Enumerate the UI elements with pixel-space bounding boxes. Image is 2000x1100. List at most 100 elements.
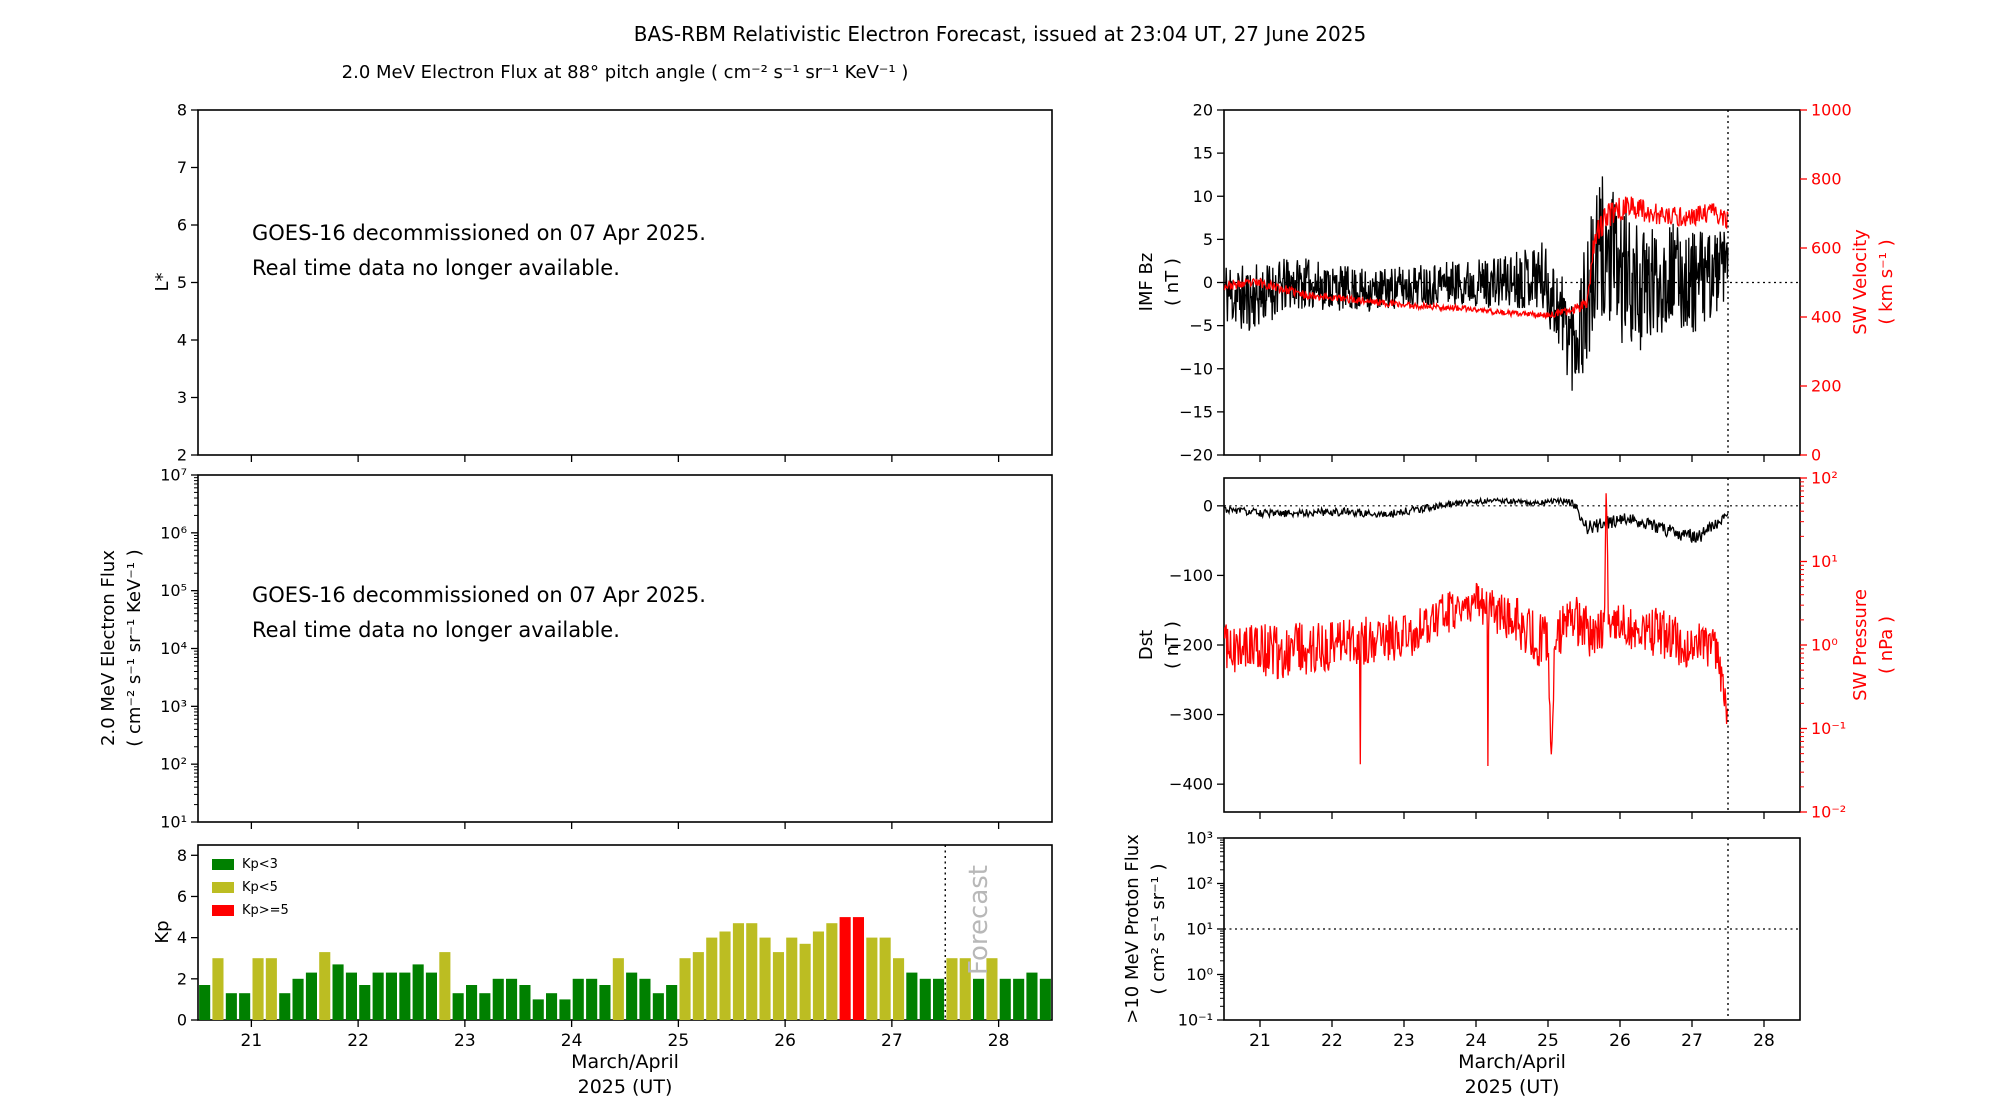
svg-text:24: 24 (561, 1031, 583, 1051)
legend-swatch-kp-mid (212, 882, 234, 893)
svg-text:1000: 1000 (1811, 101, 1852, 120)
svg-text:10⁻²: 10⁻² (1811, 803, 1846, 822)
svg-text:8: 8 (177, 101, 187, 120)
svg-text:−300: −300 (1169, 705, 1213, 724)
svg-text:10⁷: 10⁷ (160, 466, 187, 485)
notice-line: Real time data no longer available. (252, 618, 620, 643)
svg-text:10³: 10³ (160, 697, 187, 716)
ylabel-lstar: L* (151, 272, 173, 292)
svg-text:22: 22 (1321, 1031, 1343, 1051)
notice-line: GOES-16 decommissioned on 07 Apr 2025. (252, 583, 706, 607)
svg-text:10¹: 10¹ (1811, 552, 1838, 571)
svg-text:7: 7 (177, 158, 187, 177)
svg-text:25: 25 (668, 1031, 690, 1051)
svg-text:25: 25 (1537, 1031, 1559, 1051)
xlabel-left: March/April 2025 (UT) (198, 1050, 1052, 1100)
svg-text:−5: −5 (1189, 316, 1213, 335)
ylabel-line: ( km s⁻¹ ) (1876, 239, 1897, 325)
svg-text:24: 24 (1465, 1031, 1487, 1051)
notice-line: Real time data no longer available. (252, 256, 620, 281)
ylabel-kp: Kp (151, 920, 173, 944)
ylabel-line: SW Pressure (1849, 589, 1871, 701)
legend-label-kp-mid: Kp<5 (242, 880, 278, 895)
decommission-notice-middle: GOES-16 decommissioned on 07 Apr 2025. R… (252, 578, 706, 649)
svg-text:10¹: 10¹ (1186, 920, 1213, 939)
svg-text:6: 6 (177, 887, 187, 906)
svg-text:2: 2 (177, 446, 187, 465)
svg-text:8: 8 (177, 846, 187, 865)
legend-label-kp-low: Kp<3 (242, 857, 278, 872)
kp-legend: Kp<3 Kp<5 Kp>=5 (212, 853, 289, 922)
svg-text:27: 27 (1681, 1031, 1703, 1051)
xlabel-line: March/April (1458, 1051, 1566, 1073)
svg-text:−400: −400 (1169, 775, 1213, 794)
ylabel-line: ( nT ) (1162, 258, 1183, 306)
svg-text:200: 200 (1811, 377, 1842, 396)
svg-text:10⁴: 10⁴ (160, 639, 187, 658)
svg-text:26: 26 (1609, 1031, 1631, 1051)
ylabel-line: ( cm² s⁻¹ sr⁻¹ ) (1148, 863, 1169, 995)
xlabel-line: 2025 (UT) (577, 1076, 673, 1099)
forecast-label: Forecast (964, 864, 995, 976)
svg-text:23: 23 (454, 1031, 476, 1051)
svg-text:10: 10 (1193, 187, 1213, 206)
svg-text:28: 28 (1753, 1031, 1775, 1051)
svg-text:−15: −15 (1179, 402, 1213, 421)
ylabel-dst: Dst ( nT ) (1134, 621, 1186, 669)
svg-text:3: 3 (177, 388, 187, 407)
figure-title: BAS-RBM Relativistic Electron Forecast, … (633, 22, 1367, 46)
svg-text:21: 21 (1249, 1031, 1271, 1051)
ylabel-line: SW Velocity (1849, 229, 1871, 335)
xlabel-right: March/April 2025 (UT) (1224, 1050, 1800, 1100)
svg-text:10⁶: 10⁶ (160, 523, 187, 542)
legend-label-kp-high: Kp>=5 (242, 903, 289, 918)
svg-text:10²: 10² (1811, 469, 1838, 488)
svg-text:−100: −100 (1169, 566, 1213, 585)
ylabel-proton-flux: >10 MeV Proton Flux ( cm² s⁻¹ sr⁻¹ ) (1120, 834, 1172, 1024)
svg-text:6: 6 (177, 216, 187, 235)
svg-text:5: 5 (177, 273, 187, 292)
xlabel-line: March/April (571, 1051, 679, 1073)
svg-text:10⁵: 10⁵ (160, 581, 187, 600)
svg-text:0: 0 (177, 1011, 187, 1030)
svg-text:20: 20 (1193, 101, 1213, 120)
svg-text:800: 800 (1811, 170, 1842, 189)
svg-text:21: 21 (241, 1031, 263, 1051)
svg-text:10²: 10² (1186, 874, 1213, 893)
svg-text:0: 0 (1811, 446, 1821, 465)
svg-text:10¹: 10¹ (160, 813, 187, 832)
svg-text:22: 22 (347, 1031, 369, 1051)
svg-text:10⁰: 10⁰ (1186, 965, 1213, 984)
svg-text:23: 23 (1393, 1031, 1415, 1051)
svg-text:4: 4 (177, 928, 187, 947)
svg-text:600: 600 (1811, 239, 1842, 258)
ylabel-line: IMF Bz (1135, 252, 1157, 312)
svg-text:−10: −10 (1179, 359, 1213, 378)
ylabel-sw-pressure: SW Pressure ( nPa ) (1848, 589, 1900, 701)
notice-line: GOES-16 decommissioned on 07 Apr 2025. (252, 221, 706, 245)
svg-text:15: 15 (1193, 144, 1213, 163)
decommission-notice-top: GOES-16 decommissioned on 07 Apr 2025. R… (252, 216, 706, 287)
ylabel-line: Dst (1135, 629, 1157, 661)
legend-item: Kp<3 (212, 853, 289, 876)
xlabel-line: 2025 (UT) (1464, 1076, 1560, 1099)
legend-swatch-kp-low (212, 859, 234, 870)
svg-text:−20: −20 (1179, 446, 1213, 465)
ylabel-sw-velocity: SW Velocity ( km s⁻¹ ) (1848, 229, 1900, 335)
panel-title-electron-flux: 2.0 MeV Electron Flux at 88° pitch angle… (341, 62, 909, 83)
svg-text:10⁰: 10⁰ (1811, 636, 1838, 655)
ylabel-line: ( nPa ) (1876, 616, 1897, 674)
svg-text:−200: −200 (1169, 636, 1213, 655)
svg-text:27: 27 (881, 1031, 903, 1051)
ylabel-imf-bz: IMF Bz ( nT ) (1134, 253, 1186, 312)
svg-text:0: 0 (1203, 496, 1213, 515)
legend-item: Kp<5 (212, 876, 289, 899)
svg-text:4: 4 (177, 331, 187, 350)
svg-text:28: 28 (988, 1031, 1010, 1051)
svg-text:26: 26 (774, 1031, 796, 1051)
svg-text:10⁻¹: 10⁻¹ (1811, 719, 1846, 738)
ylabel-line: ( nT ) (1162, 621, 1183, 669)
legend-item: Kp>=5 (212, 899, 289, 922)
